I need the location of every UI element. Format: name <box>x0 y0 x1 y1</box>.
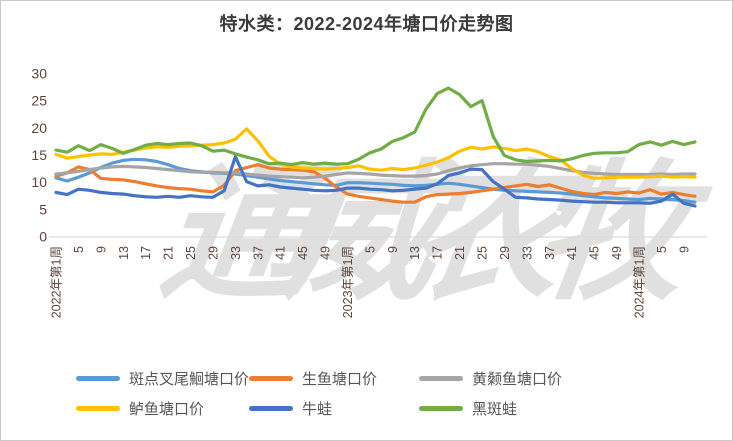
svg-text:41: 41 <box>565 246 579 260</box>
svg-text:20: 20 <box>31 120 47 136</box>
svg-text:37: 37 <box>251 246 265 260</box>
svg-text:37: 37 <box>543 246 557 260</box>
svg-text:45: 45 <box>296 246 310 260</box>
svg-text:21: 21 <box>162 246 176 260</box>
svg-text:21: 21 <box>453 246 467 260</box>
svg-text:29: 29 <box>498 246 512 260</box>
svg-text:13: 13 <box>117 246 131 260</box>
svg-text:33: 33 <box>229 246 243 260</box>
svg-text:9: 9 <box>677 246 691 253</box>
svg-text:10: 10 <box>31 174 47 190</box>
svg-text:17: 17 <box>431 246 445 260</box>
svg-text:33: 33 <box>520 246 534 260</box>
svg-text:9: 9 <box>386 246 400 253</box>
svg-text:15: 15 <box>31 147 47 163</box>
svg-text:2023年第1周: 2023年第1周 <box>341 246 355 318</box>
svg-text:30: 30 <box>31 66 47 82</box>
svg-text:41: 41 <box>274 246 288 260</box>
svg-text:25: 25 <box>184 246 198 260</box>
svg-text:25: 25 <box>476 246 490 260</box>
svg-text:9: 9 <box>94 246 108 253</box>
svg-text:5: 5 <box>39 201 47 217</box>
svg-text:17: 17 <box>139 246 153 260</box>
svg-text:5: 5 <box>363 246 377 253</box>
svg-text:13: 13 <box>408 246 422 260</box>
svg-text:25: 25 <box>31 93 47 109</box>
svg-text:29: 29 <box>206 246 220 260</box>
page-title: 特水类：2022-2024年塘口价走势图 <box>219 14 514 34</box>
svg-text:2022年第1周: 2022年第1周 <box>50 246 64 318</box>
svg-text:2024年第1周: 2024年第1周 <box>632 246 646 318</box>
svg-text:49: 49 <box>319 246 333 260</box>
svg-text:45: 45 <box>588 246 602 260</box>
svg-text:49: 49 <box>610 246 624 260</box>
svg-text:5: 5 <box>72 246 86 253</box>
svg-text:5: 5 <box>655 246 669 253</box>
svg-text:0: 0 <box>39 229 47 245</box>
